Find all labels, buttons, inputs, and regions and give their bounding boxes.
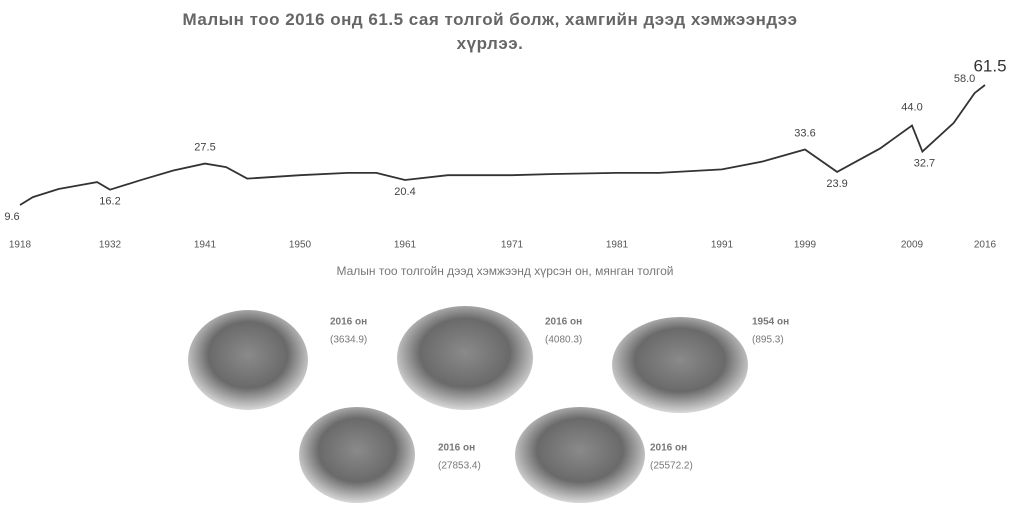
x-tick-label: 2009 [901,240,924,251]
data-label: 16.2 [99,196,120,208]
x-tick-label: 1981 [606,240,629,251]
data-label: 61.5 [973,56,1006,75]
chart-title: Малын тоо 2016 онд 61.5 сая толгой болж,… [182,10,798,53]
photo [188,310,308,410]
x-tick-label: 1961 [394,240,417,251]
x-tick-label: 2016 [974,240,997,251]
photo-year: 2016 он [545,317,582,328]
photo-value: (27853.4) [438,461,481,472]
photo-value: (4080.3) [545,335,582,346]
photo-value: (25572.2) [650,461,693,472]
data-label: 33.6 [794,127,815,139]
x-tick-label: 1991 [711,240,734,251]
data-label: 23.9 [826,178,847,190]
photo-year: 2016 он [330,317,367,328]
photo [612,317,748,413]
data-label: 58.0 [954,73,975,85]
photo [299,407,415,503]
line [19,84,986,206]
photo-value: (3634.9) [330,335,367,346]
data-label: 9.6 [4,211,19,223]
photo [515,407,645,503]
x-tick-label: 1999 [794,240,817,251]
x-tick-label: 1941 [194,240,217,251]
photo-year: 2016 он [650,443,687,454]
photo-year: 2016 он [438,443,475,454]
photo-value: (895.3) [752,335,784,346]
data-label: 20.4 [394,186,415,198]
x-tick-label: 1918 [9,240,32,251]
photo-year: 1954 он [752,317,789,328]
data-label: 27.5 [194,142,215,154]
photo [397,306,533,410]
x-tick-label: 1932 [99,240,122,251]
data-label: 44.0 [901,101,922,113]
data-label: 32.7 [914,157,935,169]
x-tick-label: 1971 [501,240,524,251]
gallery-title: Малын тоо толгойн дээд хэмжээнд хүрсэн о… [337,264,674,278]
x-tick-label: 1950 [289,240,312,251]
